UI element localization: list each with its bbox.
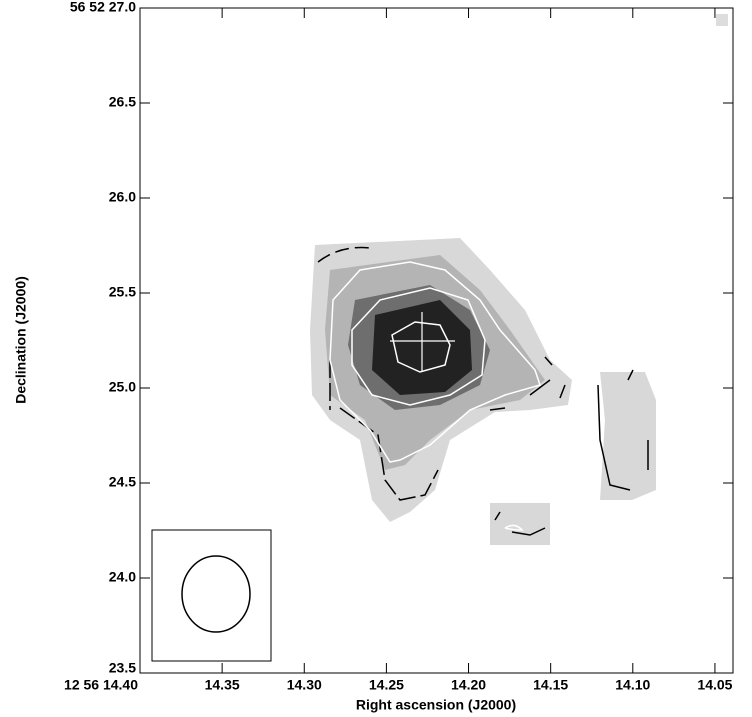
- y-tick-label: 23.5: [109, 660, 136, 676]
- contour: [391, 321, 451, 373]
- contour: [494, 511, 546, 536]
- x-tick-label: 12 56 14.40: [64, 677, 138, 693]
- beam-box: [151, 529, 272, 662]
- x-tick-label: 14.15: [533, 677, 568, 693]
- image: [310, 14, 728, 545]
- x-tick-label: 14.35: [205, 677, 240, 693]
- x-tick-label: 14.30: [287, 677, 322, 693]
- contour: [489, 356, 566, 411]
- y-tick-label: 26.5: [109, 94, 136, 110]
- emission-south: [490, 503, 550, 545]
- emission-east: [600, 372, 656, 500]
- y-tick-label: 24.5: [109, 474, 136, 490]
- contour: [329, 360, 439, 501]
- y-tick-label: 56 52 27.0: [70, 0, 136, 15]
- x-tick-label: 14.05: [697, 677, 732, 693]
- contour: [329, 261, 541, 463]
- x-tick-label: 14.10: [615, 677, 650, 693]
- y-tick-label: 24.0: [109, 569, 136, 585]
- plot-frame: [139, 7, 734, 674]
- y-tick-label: 26.0: [109, 189, 136, 205]
- contour: [351, 287, 486, 406]
- y-tick-label: 25.5: [109, 284, 136, 300]
- contour: [317, 246, 371, 263]
- contour: [597, 369, 649, 491]
- beam: [181, 555, 251, 633]
- y-axis-label: Declination (J2000): [13, 276, 29, 404]
- contour: [504, 524, 524, 531]
- crosshair: [390, 312, 455, 372]
- x-axis-label: Right ascension (J2000): [356, 697, 516, 713]
- pixel: [716, 14, 728, 26]
- x-tick-label: 14.25: [369, 677, 404, 693]
- y-tick-label: 25.0: [109, 379, 136, 395]
- x-tick-label: 14.20: [451, 677, 486, 693]
